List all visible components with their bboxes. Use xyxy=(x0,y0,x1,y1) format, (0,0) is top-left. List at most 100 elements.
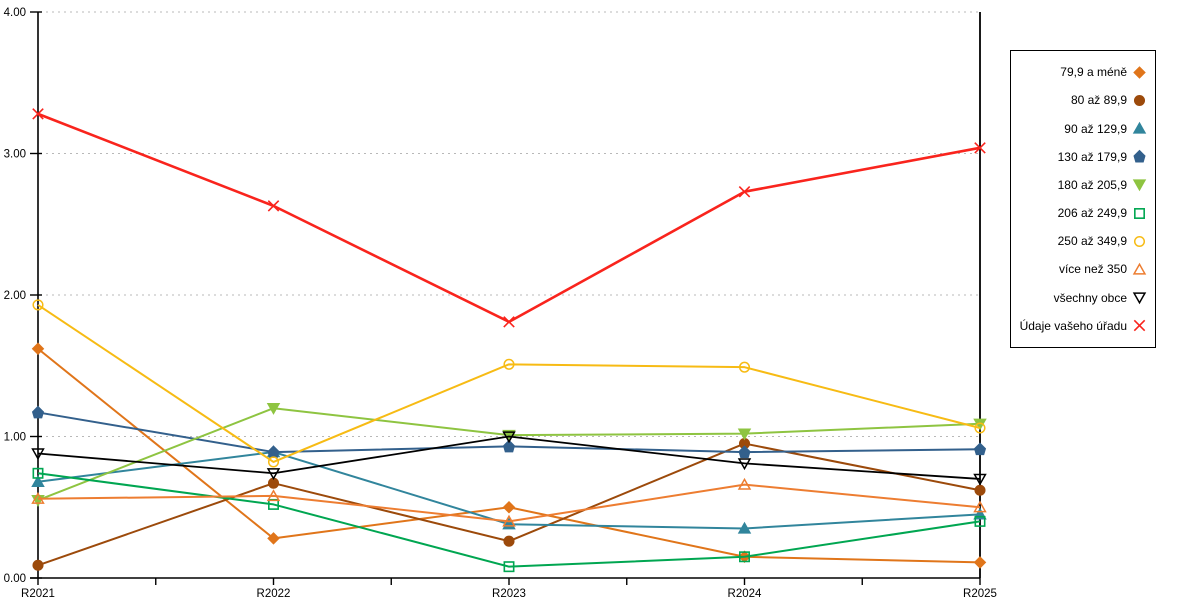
diamond-legend-marker-icon xyxy=(1133,65,1146,79)
legend-item: 80 až 89,9 xyxy=(1015,87,1147,113)
series-marker xyxy=(737,428,752,441)
series-marker xyxy=(31,448,45,461)
series-marker xyxy=(739,551,750,563)
series-marker xyxy=(973,500,987,513)
series-marker xyxy=(973,556,987,569)
x-tick-label: R2022 xyxy=(257,588,291,600)
series-marker xyxy=(1132,262,1147,275)
legend-item-label: Údaje vašeho úřadu xyxy=(1019,318,1127,333)
y-tick-label: 0.00 xyxy=(4,573,26,585)
series-marker xyxy=(32,299,44,311)
series-marker xyxy=(738,445,751,459)
series-marker xyxy=(1132,292,1147,305)
series-line xyxy=(37,112,981,324)
series-marker xyxy=(31,492,45,504)
series-line xyxy=(37,304,981,463)
series-marker xyxy=(502,500,516,514)
series-marker xyxy=(503,358,515,370)
series-marker xyxy=(266,489,281,502)
triangle-down-legend-marker-icon xyxy=(1132,179,1147,192)
series-marker xyxy=(267,456,280,468)
x-tick-label: R2025 xyxy=(963,588,997,600)
series-line xyxy=(37,435,981,480)
line-chart: 0.00 1.00 2.00 3.00 4.00 R2021 R2022 R2023 R2024… xyxy=(4,7,997,600)
series-marker xyxy=(1133,235,1146,247)
legend-item-label: 180 až 205,9 xyxy=(1057,177,1127,192)
series-marker xyxy=(267,445,280,459)
series-line xyxy=(37,407,981,502)
series-marker xyxy=(266,468,281,481)
circle-legend-marker-icon xyxy=(1133,94,1146,106)
series-marker xyxy=(1133,319,1146,332)
pentagon-legend-marker-icon xyxy=(1133,149,1146,163)
legend-item: 180 až 205,9 xyxy=(1015,172,1147,198)
series-marker xyxy=(738,361,751,373)
y-tick-label: 3.00 xyxy=(4,149,26,161)
legend-item: 90 až 129,9 xyxy=(1015,116,1147,142)
series-marker xyxy=(1133,149,1146,163)
series-marker xyxy=(974,142,986,154)
x-tick-label: R2023 xyxy=(492,588,526,600)
series-marker xyxy=(1134,207,1145,219)
series-marker xyxy=(503,316,515,328)
series-marker xyxy=(1133,94,1146,106)
legend-item-label: více než 350 xyxy=(1058,262,1127,277)
legend-item-label: 250 až 349,9 xyxy=(1057,234,1127,249)
series-marker xyxy=(737,521,752,534)
legend-item-label: 80 až 89,9 xyxy=(1070,93,1127,108)
series-marker xyxy=(1133,65,1146,79)
triangle-down-open-legend-marker-icon xyxy=(1132,292,1147,305)
chart-svg: 0.00 1.00 2.00 3.00 4.00 R2021 R2022 R2023 R2024… xyxy=(4,7,997,600)
series-marker xyxy=(502,439,516,453)
legend-item-label: 79,9 a méně xyxy=(1060,65,1127,80)
series-marker xyxy=(32,559,44,571)
series-marker xyxy=(1132,179,1147,192)
series-marker xyxy=(737,477,752,490)
legend-item-label: 90 až 129,9 xyxy=(1064,121,1127,136)
legend-item: 250 až 349,9 xyxy=(1015,228,1147,254)
x-tick-label: R2024 xyxy=(728,588,762,600)
triangle-up-open-legend-marker-icon xyxy=(1132,262,1147,275)
y-tick-label: 2.00 xyxy=(4,290,26,302)
series-marker xyxy=(973,442,987,456)
series-marker xyxy=(503,535,515,547)
series-marker xyxy=(31,342,45,356)
circle-open-legend-marker-icon xyxy=(1133,235,1146,247)
triangle-up-legend-marker-icon xyxy=(1132,121,1147,134)
series-marker xyxy=(32,108,44,120)
series-marker xyxy=(974,515,986,527)
legend-item-label: 130 až 179,9 xyxy=(1057,149,1127,164)
series-line xyxy=(37,347,981,564)
legend-item: všechny obce xyxy=(1015,285,1147,311)
x-tick-label: R2021 xyxy=(21,588,55,600)
series-marker xyxy=(974,484,986,496)
series-line xyxy=(37,483,981,523)
series-marker xyxy=(974,422,986,434)
series-marker xyxy=(502,514,516,527)
square-open-legend-marker-icon xyxy=(1134,207,1145,219)
y-tick-label: 4.00 xyxy=(4,7,26,19)
x-cross-legend-marker-icon xyxy=(1133,319,1146,332)
series-marker xyxy=(266,403,281,415)
series-marker xyxy=(32,467,44,479)
series-line xyxy=(37,472,981,568)
legend-item-label: všechny obce xyxy=(1053,290,1127,305)
series-marker xyxy=(503,561,515,573)
legend-item-label: 206 až 249,9 xyxy=(1057,206,1127,221)
series-marker xyxy=(738,185,751,198)
legend-item: 206 až 249,9 xyxy=(1015,200,1147,226)
series-marker xyxy=(737,458,752,471)
legend-item: Údaje vašeho úřadu xyxy=(1015,313,1147,339)
series-marker xyxy=(267,532,280,545)
series-marker xyxy=(973,473,987,486)
y-tick-label: 1.00 xyxy=(4,432,26,444)
series-marker xyxy=(1132,121,1147,134)
series-marker xyxy=(502,431,516,444)
legend-item: 130 až 179,9 xyxy=(1015,144,1147,170)
series-marker xyxy=(267,200,280,212)
legend-item: 79,9 a méně xyxy=(1015,59,1147,85)
series-marker xyxy=(31,475,45,487)
chart-legend: 79,9 a méně 80 až 89,9 90 až 129,9 130 až 1… xyxy=(1010,50,1156,348)
series-marker xyxy=(31,405,45,419)
legend-item: více než 350 xyxy=(1015,256,1147,282)
